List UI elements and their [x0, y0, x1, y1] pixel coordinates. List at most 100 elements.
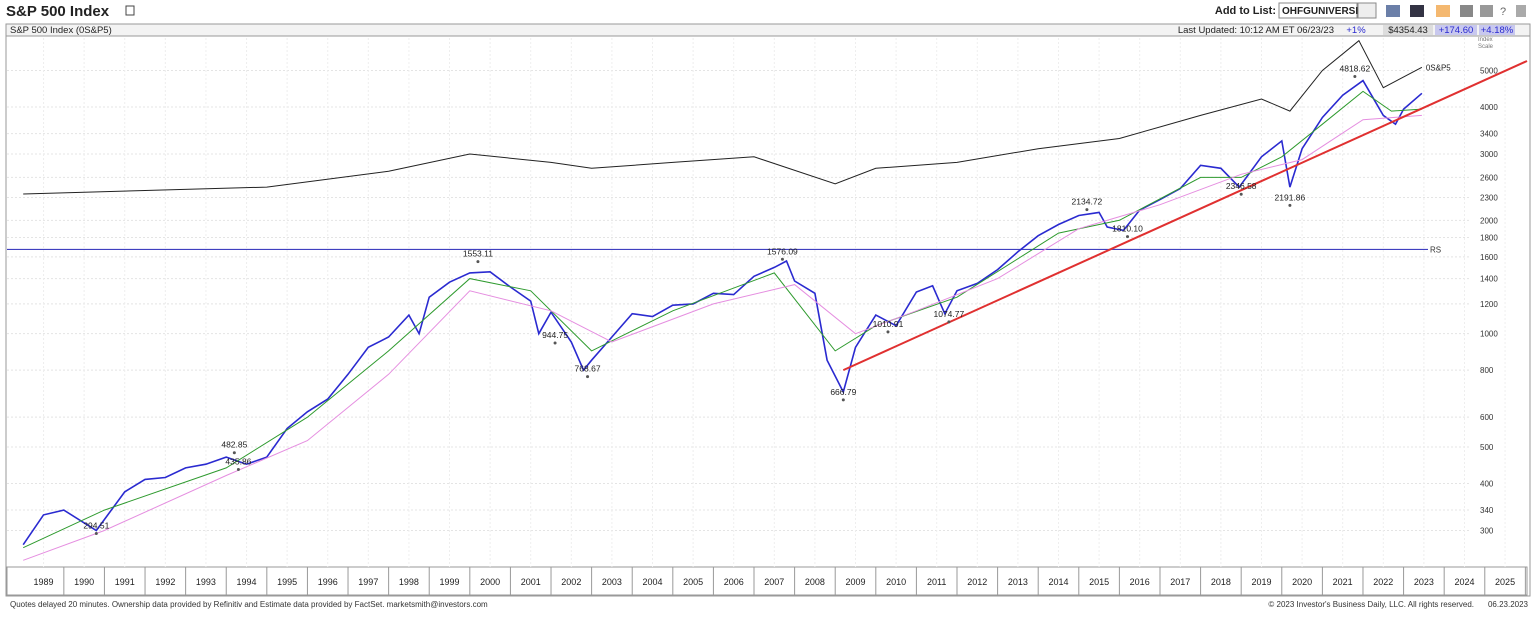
x-tick-label: 2018 — [1211, 577, 1231, 587]
list-dropdown[interactable] — [1357, 2, 1377, 19]
footer-date: 06.23.2023 — [1488, 600, 1529, 609]
x-tick-label: 2020 — [1292, 577, 1312, 587]
annotation-point — [476, 260, 480, 264]
x-tick-label: 1993 — [196, 577, 216, 587]
annotation-label: 1810.10 — [1112, 224, 1143, 234]
change-pct: +4.18% — [1481, 25, 1514, 36]
plot: 300 340 400 500 600 800 1000 1200 1400 1600 1800 20… — [6, 38, 1528, 596]
annotation-label: 1010.91 — [873, 319, 904, 329]
annotation-point — [780, 257, 784, 261]
price: $4354.43 — [1388, 25, 1428, 36]
y-tick-label: 3000 — [1480, 150, 1498, 159]
change-pct-box — [1479, 25, 1515, 35]
mail-icon[interactable] — [1436, 5, 1450, 17]
y-tick-label: 300 — [1480, 527, 1494, 536]
x-tick-label: 2017 — [1170, 577, 1190, 587]
y-tick-label: 3400 — [1480, 130, 1498, 139]
annotation-label: 1553.11 — [463, 249, 493, 259]
y-tick-label: 1800 — [1480, 234, 1498, 243]
x-tick-label: 1994 — [237, 577, 257, 587]
help-icon[interactable]: ? — [1500, 6, 1506, 18]
x-tick-label: 1999 — [440, 577, 460, 587]
x-tick-label: 1991 — [115, 577, 135, 587]
annotation-label: 482.85 — [221, 440, 247, 450]
x-tick-label: 2004 — [642, 577, 662, 587]
price-line — [22, 90, 1422, 549]
rs-line-label: 0S&P5 — [1426, 63, 1451, 72]
x-tick-label: 2001 — [521, 577, 541, 587]
footer-right: © 2023 Investor's Business Daily, LLC. A… — [1268, 600, 1474, 609]
x-tick-label: 2021 — [1333, 577, 1353, 587]
x-tick-label: 1997 — [358, 577, 378, 587]
annotation-label: 2191.86 — [1275, 192, 1306, 202]
x-axis-strip — [6, 566, 1528, 596]
annotation-label: 944.75 — [542, 330, 568, 340]
scale-label: Index Scale — [1478, 37, 1494, 50]
x-tick-label: 1992 — [155, 577, 175, 587]
y-tick-label: 2300 — [1480, 193, 1498, 202]
annotation-point — [1288, 203, 1292, 207]
last-updated: Last Updated: 10:12 AM ET 06/23/23 — [1178, 25, 1334, 36]
chart-icon[interactable] — [1386, 5, 1400, 17]
footer-left: Quotes delayed 20 minutes. Ownership dat… — [10, 600, 488, 609]
change-box — [1435, 25, 1477, 35]
annotation-point — [1239, 192, 1243, 196]
y-tick-label: 500 — [1480, 443, 1494, 452]
x-tick-label: 2015 — [1089, 577, 1109, 587]
x-tick-label: 1989 — [34, 577, 54, 587]
annotation-label: 294.51 — [83, 521, 109, 531]
info-name: S&P 500 Index (0S&P5) — [10, 25, 112, 36]
y-tick-label: 1400 — [1480, 275, 1498, 284]
grid-icon[interactable] — [1410, 5, 1424, 17]
annotation-point — [886, 330, 890, 334]
annotation-point — [1126, 235, 1130, 239]
x-tick-label: 2009 — [845, 577, 865, 587]
list-name: OHFGUNIVERSE — [1282, 6, 1362, 17]
list-select[interactable] — [1278, 2, 1358, 19]
price-box — [1383, 25, 1433, 35]
y-tick-label: 4000 — [1480, 103, 1498, 112]
y-tick-label: 600 — [1480, 413, 1494, 422]
annotation-label: 666.79 — [830, 387, 856, 397]
x-tick-label: 2013 — [1008, 577, 1028, 587]
x-tick-label: 2022 — [1373, 577, 1393, 587]
price-line — [23, 114, 1422, 561]
x-tick-label: 1998 — [399, 577, 419, 587]
print-icon[interactable] — [1460, 5, 1473, 17]
x-tick-label: 2002 — [561, 577, 581, 587]
settings-icon[interactable] — [1480, 5, 1493, 17]
annotation-label: 2134.72 — [1072, 197, 1103, 207]
annotation-point — [236, 467, 240, 471]
x-tick-label: 2003 — [602, 577, 622, 587]
x-tick-label: 2012 — [967, 577, 987, 587]
reference-label: RS — [1430, 245, 1441, 254]
x-tick-label: 2007 — [764, 577, 784, 587]
annotation-label: 1074.77 — [934, 309, 965, 319]
y-tick-label: 400 — [1480, 479, 1494, 488]
y-tick-label: 2000 — [1480, 216, 1498, 225]
annotation-label: 768.67 — [575, 364, 601, 374]
annotation-point — [94, 532, 98, 536]
price-line — [23, 39, 1423, 195]
y-tick-label: 1000 — [1480, 330, 1498, 339]
annotation-label: 4818.62 — [1339, 64, 1370, 74]
x-tick-label: 2011 — [927, 577, 946, 587]
chart-frame — [5, 35, 1531, 597]
x-tick-label: 2000 — [480, 577, 500, 587]
x-tick-label: 2024 — [1454, 577, 1474, 587]
annotation-point — [553, 341, 557, 345]
x-tick-label: 2005 — [683, 577, 703, 587]
phone-icon[interactable] — [1516, 5, 1526, 17]
annotation-label: 1576.09 — [767, 246, 798, 256]
flag-icon[interactable] — [125, 5, 135, 16]
annotation-point — [232, 451, 236, 455]
annotation-point — [586, 375, 590, 379]
pct-change: +1% — [1346, 25, 1366, 36]
x-tick-label: 2008 — [805, 577, 825, 587]
price-line — [22, 79, 1423, 546]
y-tick-label: 800 — [1480, 366, 1494, 375]
x-tick-label: 2006 — [724, 577, 744, 587]
scale-label-box: Index Scale — [1478, 37, 1494, 50]
annotation-point — [947, 320, 951, 324]
